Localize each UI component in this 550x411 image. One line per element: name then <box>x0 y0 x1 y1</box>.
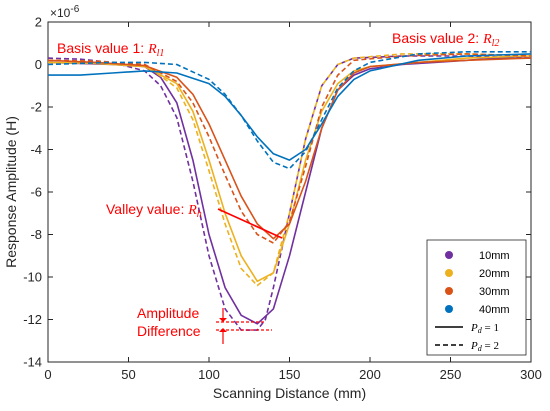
legend-marker <box>445 305 453 313</box>
x-tick-label: 300 <box>520 367 542 382</box>
series-line-40mm-pd2 <box>47 51 531 170</box>
legend-label: 10mm <box>479 250 510 262</box>
series-line-30mm-pd2 <box>47 53 532 244</box>
legend: 10mm 20mm 30mm 40mm Pd = 1 Pd = 2 <box>426 239 527 356</box>
series-line-20mm-pd2 <box>47 53 532 287</box>
x-tick-label: 250 <box>440 367 462 382</box>
series-line-30mm-pd1 <box>47 57 532 240</box>
amplitude-difference-label-line1: Amplitude <box>137 305 199 321</box>
y-axis-exponent-power: -6 <box>70 4 79 15</box>
legend-label: 20mm <box>479 268 510 280</box>
legend-box <box>426 239 527 356</box>
y-tick-label: -10 <box>23 270 42 285</box>
axis-ticks: 0 50 100 150 200 250 300 2 0 -2 -4 -6 -8 -10 -12 -14 <box>23 15 542 383</box>
valley-value-label: Valley value: Rh <box>106 201 202 220</box>
legend-label: 40mm <box>479 304 510 316</box>
series-line-10mm-pd1 <box>47 57 531 325</box>
y-axis-title: Response Amplitude (H) <box>3 116 19 268</box>
y-tick-label: -6 <box>30 185 42 200</box>
y-axis-exponent-base: ×10 <box>50 6 71 20</box>
series-line-40mm-pd1 <box>48 53 532 161</box>
basis-value-2-label: Basis value 2: Rl2 <box>392 30 499 49</box>
legend-marker <box>445 287 453 295</box>
legend-label: 30mm <box>479 286 510 298</box>
valley-pointer-line <box>217 208 283 239</box>
x-tick-label: 50 <box>121 367 135 382</box>
legend-marker <box>445 251 453 259</box>
basis-value-1-label: Basis value 1: Rl1 <box>57 40 164 59</box>
legend-marker <box>445 269 453 277</box>
x-tick-label: 200 <box>359 367 381 382</box>
y-tick-label: 2 <box>35 15 42 30</box>
x-tick-label: 150 <box>279 367 301 382</box>
x-axis-title: Scanning Distance (mm) <box>213 385 366 401</box>
y-tick-label: 0 <box>35 57 42 72</box>
y-axis-exponent: ×10-6 <box>50 4 80 20</box>
y-tick-label: -2 <box>30 100 42 115</box>
y-tick-label: -12 <box>23 312 42 327</box>
legend-label: Pd = 1 <box>470 322 499 335</box>
amplitude-difference-label-line2: Difference <box>137 323 201 339</box>
y-tick-label: -4 <box>30 142 42 157</box>
amplitude-difference-marker <box>216 308 272 344</box>
y-tick-label: -14 <box>23 355 42 370</box>
x-tick-label: 100 <box>198 367 220 382</box>
y-tick-label: -8 <box>30 227 42 242</box>
legend-label: Pd = 2 <box>470 340 499 353</box>
x-tick-label: 0 <box>44 367 51 382</box>
